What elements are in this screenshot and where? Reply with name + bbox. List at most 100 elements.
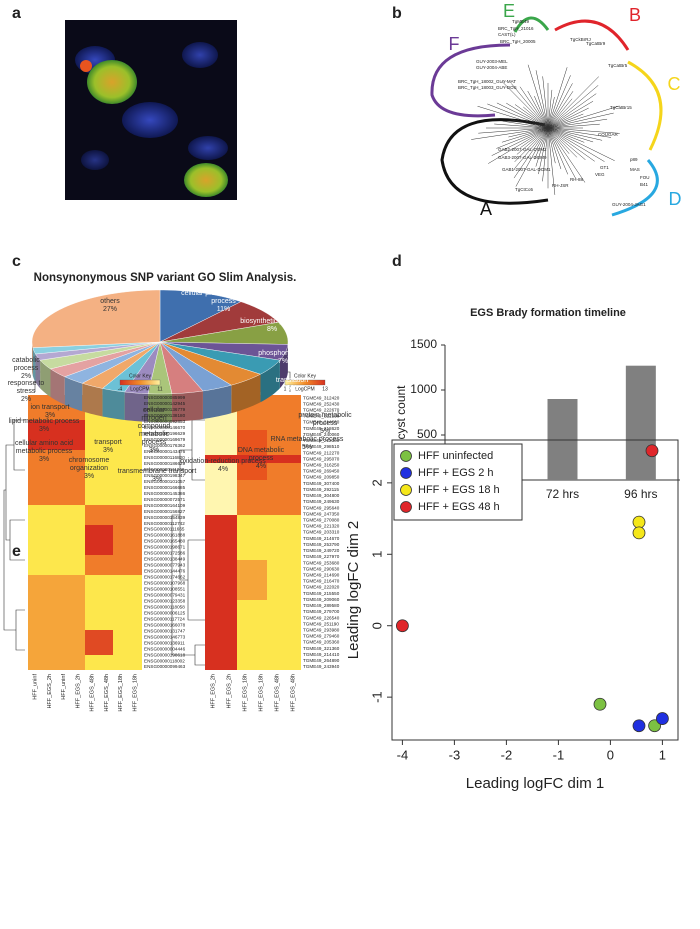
- tree-branch: [547, 105, 620, 129]
- tree-branch: [547, 98, 573, 129]
- tree-branch: [547, 127, 578, 158]
- panel-label: d: [392, 253, 402, 270]
- row-label: TGME49_295070: [303, 456, 340, 461]
- pie-label: RNA metabolic process 5%: [262, 436, 352, 452]
- tree-branch: [547, 93, 597, 129]
- tree-leaf: RH-JSR: [552, 183, 569, 188]
- pie-slice-top: [159, 322, 289, 345]
- pie-slice: [159, 341, 232, 419]
- pie-value-label: 5%: [286, 385, 298, 392]
- row-label: TGME49_252430: [303, 401, 340, 406]
- pie-slice: [39, 341, 161, 397]
- pie-slice-side: [260, 360, 280, 403]
- x-tick-label: 72 hrs: [546, 487, 579, 501]
- row-label: TGME49_270080: [303, 517, 340, 522]
- pie-slice: [35, 341, 161, 389]
- pie-slice-top: [159, 341, 289, 361]
- row-label: ENSG00000166685: [144, 485, 186, 490]
- x-tick-label: -3: [449, 747, 461, 762]
- pie-category: RNA metabolic process: [270, 436, 344, 443]
- tree-leaf: GAB2-2007-GAL-DOM2: [498, 147, 547, 152]
- pie-value-label: 3%: [151, 476, 163, 483]
- tree-branch: [502, 120, 549, 129]
- tree-branch: [535, 70, 549, 129]
- pie-slice-side: [148, 393, 172, 422]
- pie-label: biosynthetic process 8%: [232, 318, 312, 334]
- pie-category: cellular protein modification process: [181, 290, 266, 305]
- point: [632, 515, 646, 529]
- x-tick-label: 0: [607, 747, 614, 762]
- row-label: TGME49_227970: [303, 554, 340, 559]
- column-label: HFF_uninf: [61, 674, 67, 700]
- tree-branch: [496, 127, 549, 149]
- row-label: TGME49_321530: [303, 414, 340, 419]
- row-label: TGME49_214670: [303, 536, 340, 541]
- tree-branch: [547, 127, 556, 164]
- pie-slice: [159, 322, 289, 373]
- row-label: TGME49_304800: [303, 493, 340, 498]
- pie-slice-top: [35, 341, 161, 361]
- pie-slice-side: [279, 344, 288, 389]
- column-label: HFF_EGS_48h: [290, 674, 296, 712]
- tree-leaf: TgCtCo5: [515, 187, 534, 192]
- tree-branch: [494, 123, 549, 129]
- clade-arcs: [430, 16, 663, 217]
- pie-label: oxidation-reduction process 4%: [178, 458, 268, 474]
- tree-branch: [547, 85, 599, 129]
- tree-leaf: GUY-2004-JAG1: [612, 202, 646, 207]
- row-label: TGME49_209850: [303, 475, 340, 480]
- pie-slice-top: [50, 341, 161, 377]
- row-label: ENSG00000156827: [144, 509, 186, 514]
- column-label: HFF_EGS_48h: [104, 674, 110, 712]
- panel-label: c: [12, 253, 21, 270]
- x-tick-label: 1: [659, 747, 666, 762]
- pie-category: biosynthetic process: [240, 318, 304, 325]
- y-tick-label: 1: [369, 551, 384, 558]
- tree-leaf: FOU: [640, 175, 650, 180]
- pie-slice-side: [202, 385, 232, 419]
- tree-leaf: GAB1-2007-GAL-DOM1: [502, 167, 551, 172]
- legend-label: HFF + EGS 48 h: [418, 501, 500, 513]
- row-label: ENSG00000154839: [144, 515, 186, 520]
- row-label: ENSG00000112742: [144, 521, 185, 526]
- pie-slice-side: [102, 388, 125, 420]
- pie-label: others 27%: [90, 298, 130, 314]
- row-label: TGME49_209060: [303, 597, 340, 602]
- pie-category: chromosome organization: [68, 457, 110, 472]
- color-key-min: -4: [118, 386, 123, 392]
- row-label: ENSG00000136911: [144, 640, 185, 645]
- tree-branch: [547, 100, 594, 129]
- tree-branch: [547, 123, 600, 129]
- pie-slice-side: [64, 376, 83, 412]
- row-label: TGME49_289580: [303, 603, 340, 608]
- row-label: ENSG00000072571: [144, 497, 186, 502]
- column-label: HFF_EGS_48h: [90, 674, 96, 712]
- pie-slice-top: [159, 341, 204, 394]
- tree-leaf: CAST(L): [498, 32, 516, 37]
- bar: [625, 365, 656, 480]
- tree-branch: [478, 127, 549, 134]
- row-label: ENSG00000092853: [144, 419, 186, 424]
- pie-value-label: 3%: [83, 473, 95, 480]
- row-label: TGME49_240060: [303, 432, 340, 437]
- row-label: TGME49_292115: [303, 487, 339, 492]
- row-label: ENSG00000166078: [144, 622, 186, 627]
- tree-branch: [511, 83, 549, 129]
- pie-category: protein metabolic process: [298, 412, 352, 427]
- legend-swatch: [400, 467, 412, 479]
- tree-branch: [547, 107, 589, 129]
- x-tick-label: -2: [501, 747, 513, 762]
- tree-leaf: GUY-2004-ABE: [476, 65, 507, 70]
- pie-label: lipid metabolic process 3%: [4, 418, 84, 434]
- tree-branch: [511, 119, 549, 129]
- pie-slice: [159, 341, 204, 422]
- tree-branch: [516, 127, 549, 155]
- tree-leaf: TgCatBr9: [586, 41, 606, 46]
- column-label: HFF_EGS_2h: [226, 674, 232, 709]
- tree-branch: [547, 89, 553, 129]
- point: [632, 526, 646, 540]
- row-label: TGME49_295640: [303, 505, 340, 510]
- pie-slice-top: [159, 301, 279, 343]
- panel-label: a: [12, 5, 21, 22]
